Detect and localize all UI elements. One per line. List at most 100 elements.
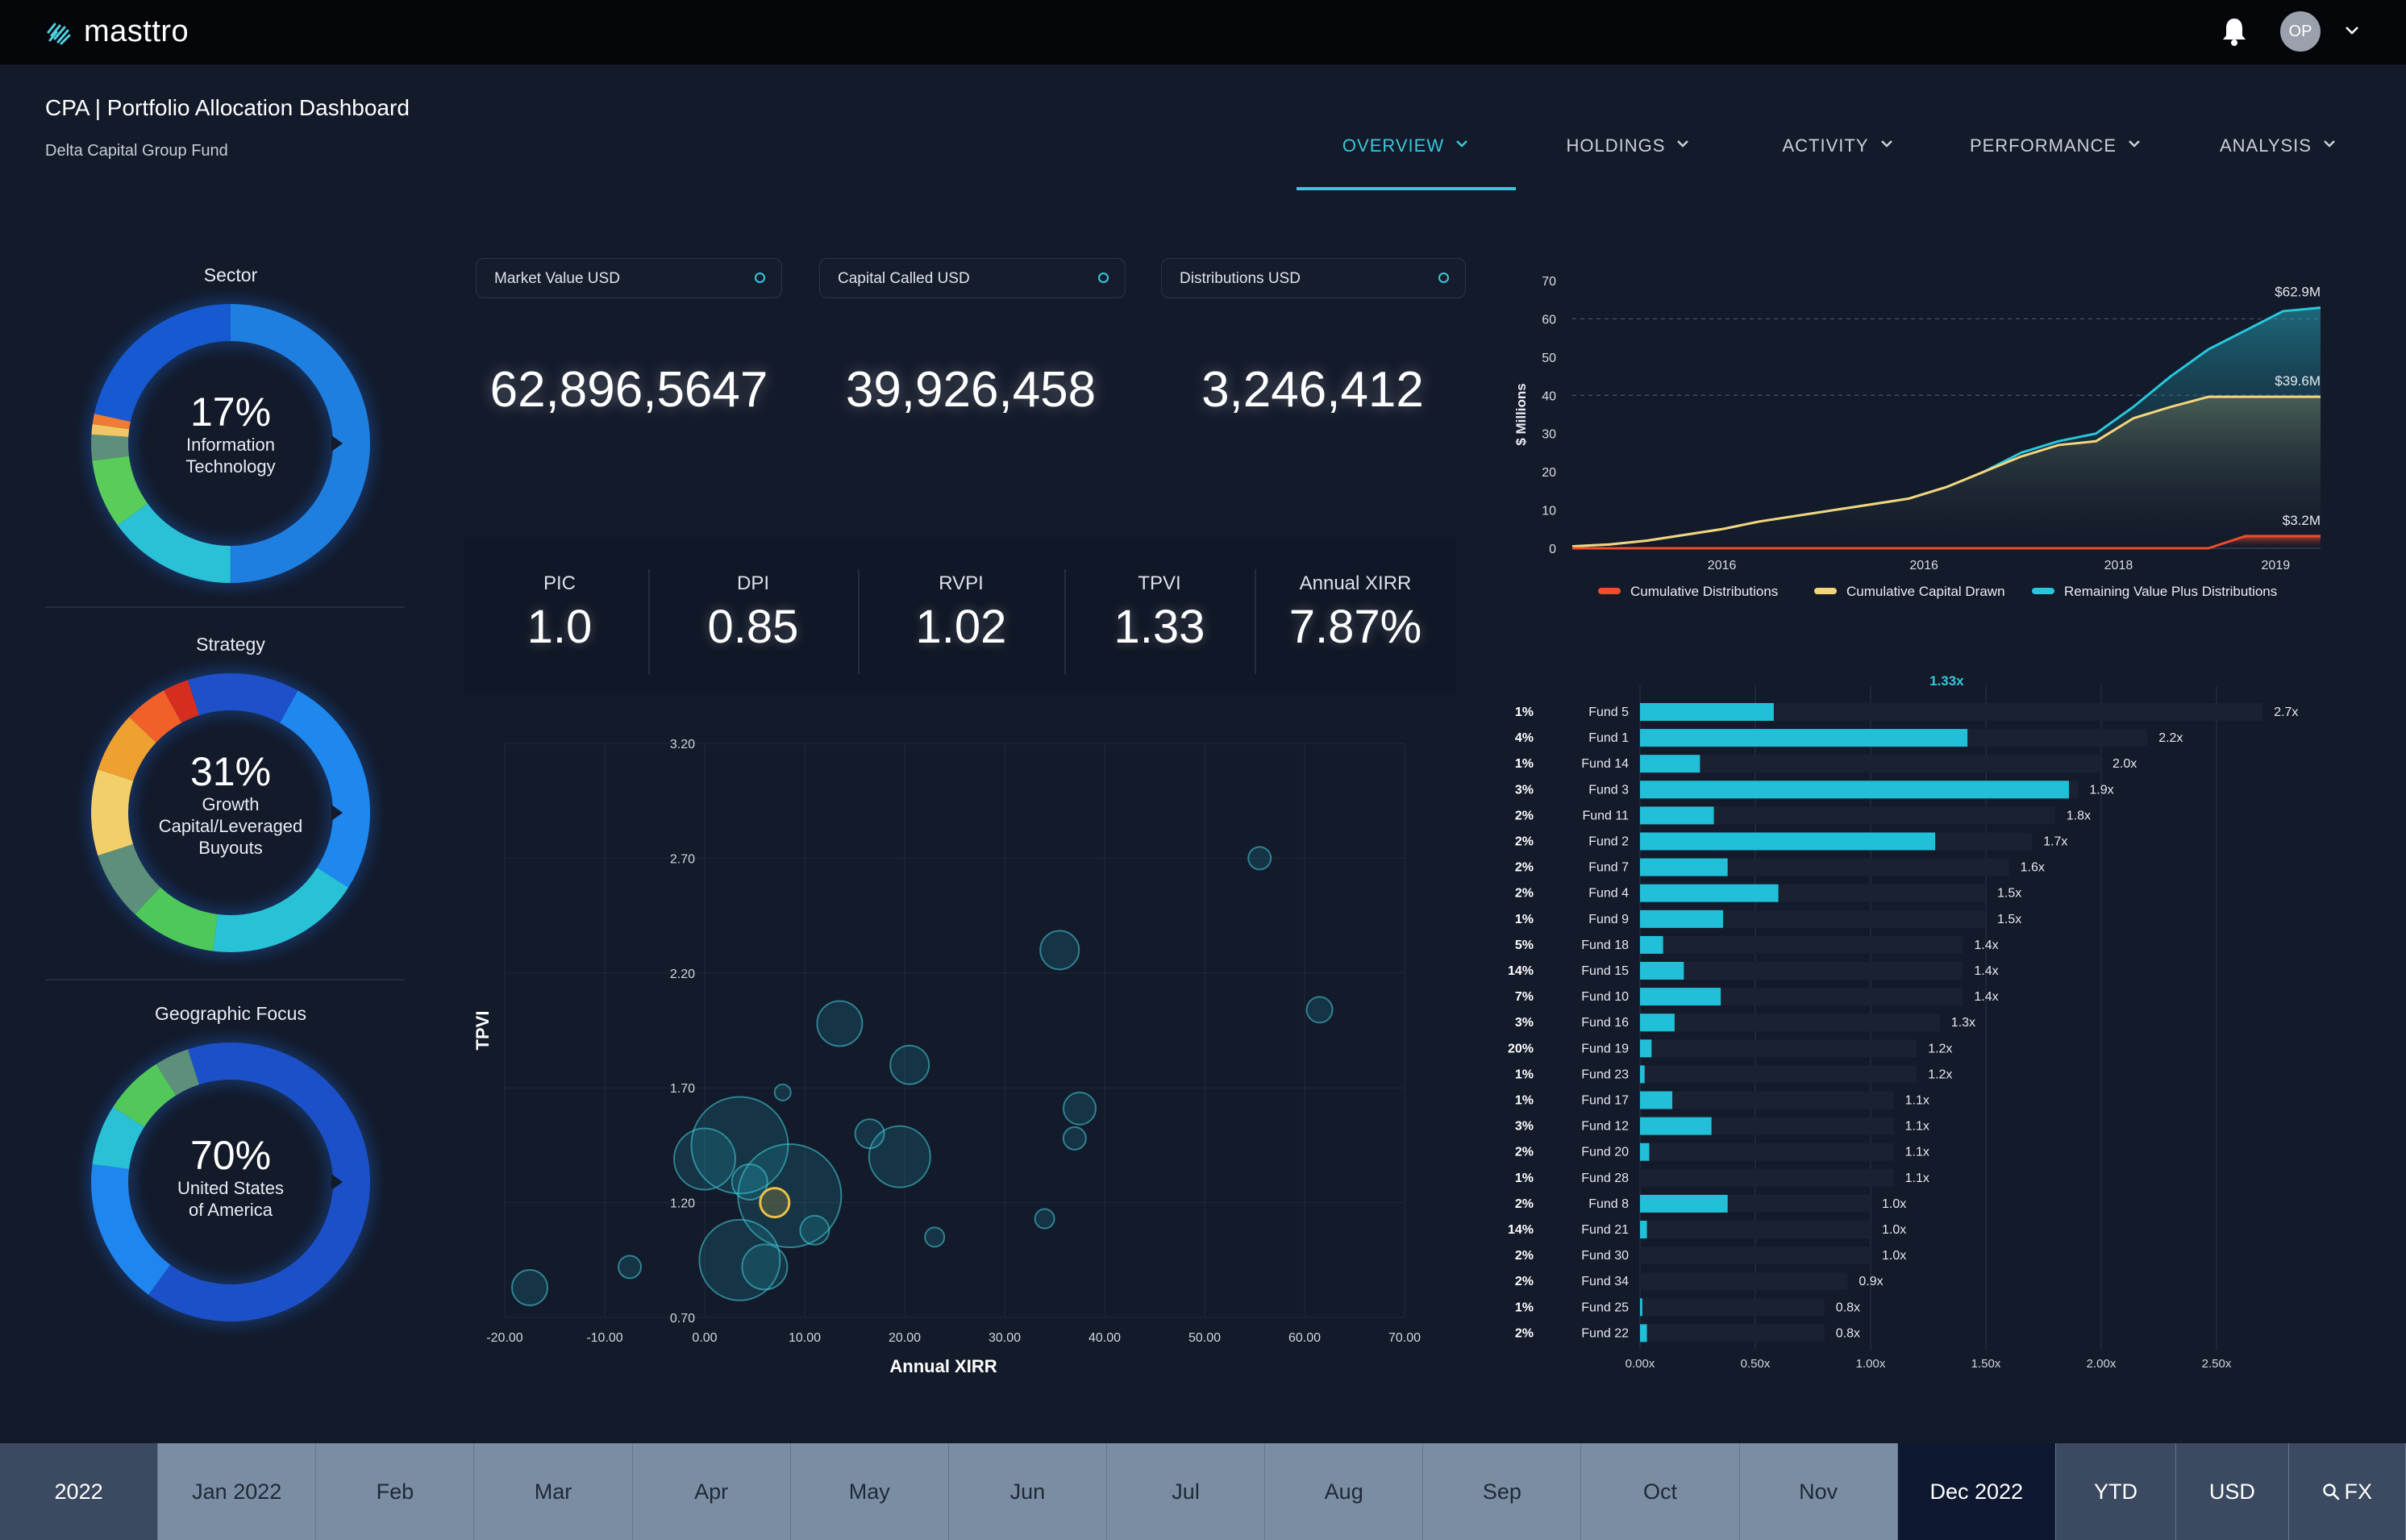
bubble-point[interactable]: [1062, 1126, 1087, 1151]
bar-background: [1640, 1221, 1871, 1238]
legend-label: Remaining Value Plus Distributions: [2064, 584, 2277, 599]
bar[interactable]: [1640, 1143, 1650, 1161]
bubble-point[interactable]: [1305, 996, 1334, 1024]
ratio-pic-value: 1.0: [527, 601, 593, 653]
avatar[interactable]: OP: [2280, 11, 2321, 52]
timeline-item-dec-2022[interactable]: Dec 2022: [1897, 1443, 2056, 1540]
timeline-item-ytd[interactable]: YTD: [2055, 1443, 2177, 1540]
timeline-item-feb[interactable]: Feb: [316, 1443, 475, 1540]
bar[interactable]: [1640, 1039, 1652, 1058]
bar[interactable]: [1640, 1194, 1728, 1213]
bar[interactable]: [1640, 1324, 1647, 1342]
donut-segment[interactable]: [91, 673, 370, 952]
bubble-point[interactable]: [799, 1214, 830, 1246]
tab-holdings[interactable]: HOLDINGS: [1556, 135, 1701, 187]
bar-category-label: Fund 2: [1588, 835, 1629, 849]
ratio-dpi-label: DPI: [736, 572, 769, 594]
donut-segment[interactable]: [91, 1043, 370, 1321]
geographic-donut-chart[interactable]: [77, 1029, 384, 1335]
bubble-point[interactable]: [1247, 846, 1272, 871]
bar-weight-label: 1%: [1515, 1301, 1534, 1314]
bubble-point[interactable]: [1034, 1208, 1055, 1230]
timeline-item-jan-2022[interactable]: Jan 2022: [158, 1443, 317, 1540]
timeline-item-usd[interactable]: USD: [2176, 1443, 2289, 1540]
bar[interactable]: [1640, 703, 1774, 721]
timeline-item-aug[interactable]: Aug: [1265, 1443, 1424, 1540]
timeline-item-2022[interactable]: 2022: [0, 1443, 159, 1540]
timeline-item-fx[interactable]: FX: [2288, 1443, 2406, 1540]
bubble-point[interactable]: [1039, 930, 1080, 971]
bar[interactable]: [1640, 780, 2069, 799]
chevron-down-icon[interactable]: [2343, 21, 2361, 39]
logo[interactable]: masttro: [44, 15, 189, 49]
bar[interactable]: [1640, 1091, 1673, 1109]
bar[interactable]: [1640, 858, 1728, 876]
bubble-point[interactable]: [673, 1127, 736, 1191]
distributions-selector[interactable]: Distributions USD: [1161, 258, 1466, 298]
bar-value-label: 1.0x: [1882, 1249, 1906, 1263]
donut-segment[interactable]: [91, 304, 370, 583]
bar-chart[interactable]: 0.00x 0.50x 1.00x 1.50x 2.00x 2.50x 1.33x 1% Fun…: [1508, 661, 2338, 1379]
bubble-point[interactable]: [868, 1125, 931, 1188]
radio-icon: [1438, 273, 1449, 283]
donut-segment[interactable]: [91, 673, 370, 952]
bubble-point[interactable]: [731, 1163, 768, 1201]
timeline-item-jun[interactable]: Jun: [948, 1443, 1107, 1540]
bar-value-label: 1.3x: [1951, 1016, 1975, 1030]
timeline-item-label: May: [848, 1479, 890, 1504]
donut-segment[interactable]: [91, 304, 370, 583]
tab-analysis[interactable]: ANALYSIS: [2206, 135, 2351, 187]
bubble-point[interactable]: [773, 1083, 792, 1101]
bubble-point[interactable]: [816, 1000, 864, 1047]
bubble-point[interactable]: [759, 1187, 791, 1219]
bar[interactable]: [1640, 1117, 1712, 1135]
bar[interactable]: [1640, 832, 1936, 851]
bubble-point[interactable]: [690, 1096, 789, 1195]
bar[interactable]: [1640, 884, 1779, 902]
bar[interactable]: [1640, 988, 1721, 1006]
bar[interactable]: [1640, 962, 1684, 980]
timeline-item-sep[interactable]: Sep: [1423, 1443, 1582, 1540]
bubble-point[interactable]: [698, 1218, 781, 1301]
bar[interactable]: [1640, 1221, 1647, 1238]
tab-activity[interactable]: ACTIVITY: [1774, 135, 1903, 187]
donut-segment[interactable]: [91, 1043, 370, 1321]
strategy-label-line-3: Buyouts: [198, 838, 263, 858]
bubble-chart[interactable]: -20.00 -10.00 0.00 10.00 20.00 30.00 40.00 50.0…: [464, 726, 1456, 1387]
bar[interactable]: [1640, 1065, 1645, 1084]
bell-icon[interactable]: [2221, 16, 2248, 47]
bubble-point[interactable]: [889, 1044, 930, 1085]
series-end-label: $39.6M: [2275, 373, 2321, 389]
bar[interactable]: [1640, 935, 1663, 954]
donut-segment[interactable]: [91, 673, 370, 952]
ratio-pic: PIC 1.0: [464, 572, 655, 654]
market-value-selector[interactable]: Market Value USD: [476, 258, 782, 298]
bar[interactable]: [1640, 1298, 1642, 1317]
bar-value-label: 1.9x: [2089, 783, 2113, 797]
x-tick-label: 2.50x: [2202, 1357, 2232, 1371]
timeline-item-nov[interactable]: Nov: [1739, 1443, 1898, 1540]
donut-segment[interactable]: [91, 673, 370, 952]
bar[interactable]: [1640, 806, 1714, 825]
bar[interactable]: [1640, 729, 1968, 747]
bar[interactable]: [1640, 1013, 1675, 1032]
tab-overview[interactable]: OVERVIEW: [1297, 135, 1516, 190]
timeline-item-apr[interactable]: Apr: [632, 1443, 791, 1540]
bubble-point[interactable]: [1063, 1091, 1097, 1126]
capital-called-selector[interactable]: Capital Called USD: [819, 258, 1126, 298]
sector-donut-chart[interactable]: [77, 290, 384, 597]
bubble-point[interactable]: [618, 1255, 642, 1280]
strategy-donut-chart[interactable]: [77, 660, 384, 966]
bar[interactable]: [1640, 755, 1700, 773]
timeline-item-jul[interactable]: Jul: [1106, 1443, 1266, 1540]
timeline-item-may[interactable]: May: [790, 1443, 949, 1540]
bubble-point[interactable]: [511, 1268, 548, 1306]
area-chart[interactable]: 0 10 20 30 40 50 60 70 $ Millions $62.9M $39.6M $3.…: [1508, 258, 2338, 613]
bar-weight-label: 14%: [1508, 964, 1534, 978]
tab-performance[interactable]: PERFORMANCE: [1967, 135, 2145, 187]
timeline-item-oct[interactable]: Oct: [1581, 1443, 1740, 1540]
bubble-point[interactable]: [924, 1226, 946, 1248]
bar[interactable]: [1640, 909, 1723, 928]
bubble-point[interactable]: [741, 1243, 789, 1291]
timeline-item-mar[interactable]: Mar: [474, 1443, 633, 1540]
